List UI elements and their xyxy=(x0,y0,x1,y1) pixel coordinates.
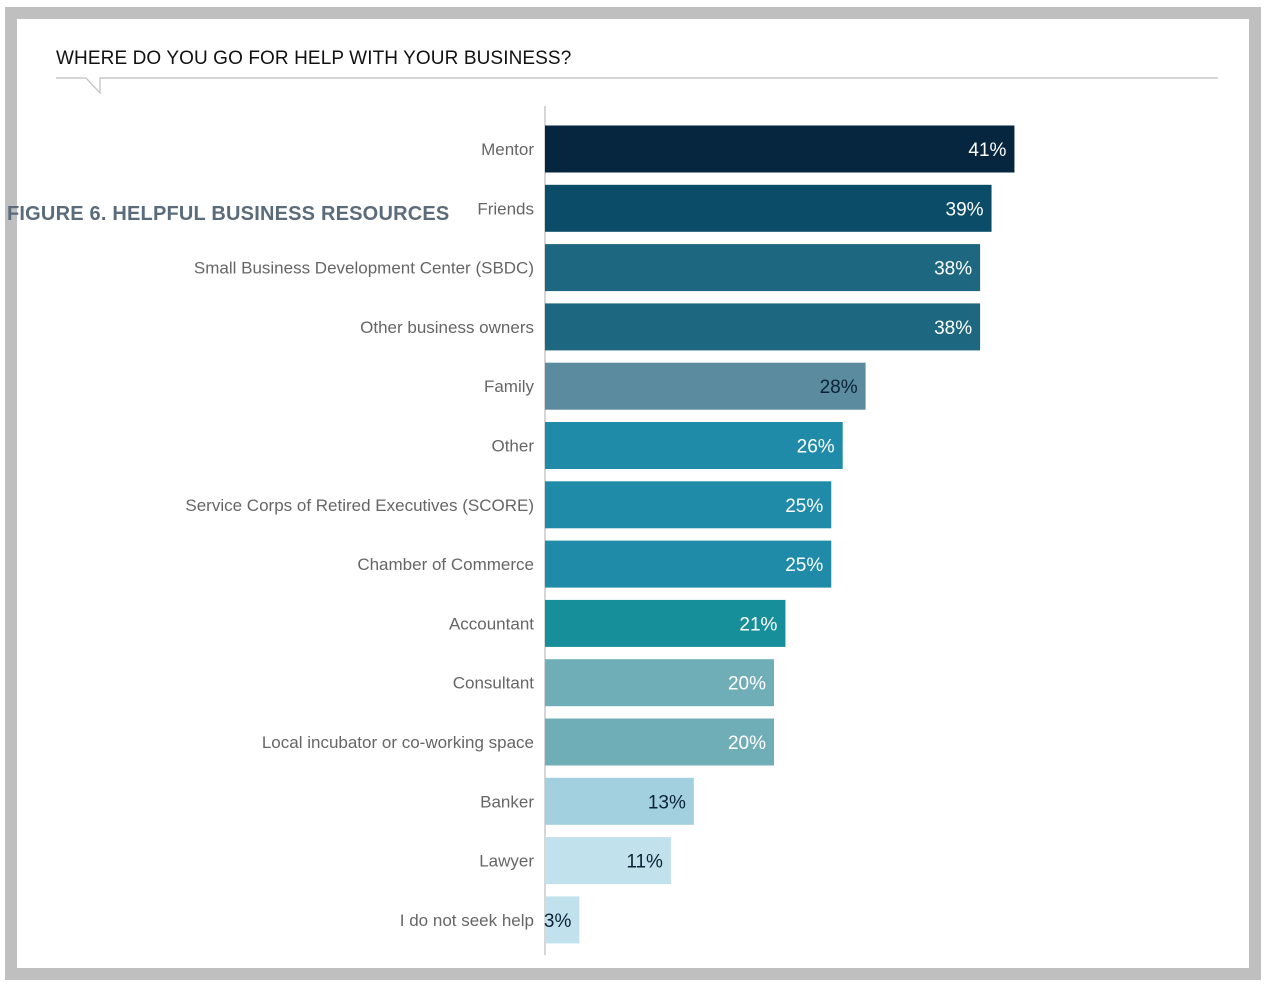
data-label-8: 21% xyxy=(739,614,777,635)
bar-4 xyxy=(545,362,866,410)
data-label-10: 20% xyxy=(728,733,766,754)
bar-1 xyxy=(545,184,992,232)
bar-12 xyxy=(545,837,671,885)
data-label-2: 38% xyxy=(934,259,972,280)
bar-3 xyxy=(545,303,981,351)
data-label-11: 13% xyxy=(648,792,686,813)
data-label-3: 38% xyxy=(934,318,972,339)
bar-6 xyxy=(545,481,832,529)
category-label-7: Chamber of Commerce xyxy=(357,555,534,574)
data-label-7: 25% xyxy=(785,555,823,576)
category-label-12: Lawyer xyxy=(479,852,534,871)
bar-9 xyxy=(545,659,774,707)
category-label-8: Accountant xyxy=(449,614,534,633)
category-label-0: Mentor xyxy=(481,140,534,159)
data-label-5: 26% xyxy=(797,437,835,458)
data-label-4: 28% xyxy=(820,377,858,398)
category-label-6: Service Corps of Retired Executives (SCO… xyxy=(185,496,534,515)
chart-title: WHERE DO YOU GO FOR HELP WITH YOUR BUSIN… xyxy=(56,48,572,69)
category-label-5: Other xyxy=(491,437,534,456)
category-label-4: Family xyxy=(484,377,535,396)
bar-5 xyxy=(545,422,843,469)
data-label-1: 39% xyxy=(946,199,984,220)
bar-11 xyxy=(545,777,694,825)
category-label-2: Small Business Development Center (SBDC) xyxy=(194,259,534,278)
bar-10 xyxy=(545,718,774,766)
category-label-11: Banker xyxy=(480,792,534,811)
bar-7 xyxy=(545,540,832,588)
data-label-0: 41% xyxy=(968,140,1006,161)
data-label-12: 11% xyxy=(626,852,663,873)
bar-0 xyxy=(545,125,1015,173)
bar-2 xyxy=(545,244,981,292)
bar-8 xyxy=(545,599,786,647)
category-label-1: Friends xyxy=(477,199,534,218)
data-label-13: 3% xyxy=(544,911,572,932)
bar-13 xyxy=(545,896,580,944)
category-label-13: I do not seek help xyxy=(400,911,534,930)
category-label-9: Consultant xyxy=(453,674,535,693)
category-label-10: Local incubator or co-working space xyxy=(262,733,534,752)
data-label-9: 20% xyxy=(728,674,766,695)
data-label-6: 25% xyxy=(785,496,823,517)
figure-label: FIGURE 6. HELPFUL BUSINESS RESOURCES xyxy=(7,203,450,225)
category-label-3: Other business owners xyxy=(360,318,534,337)
